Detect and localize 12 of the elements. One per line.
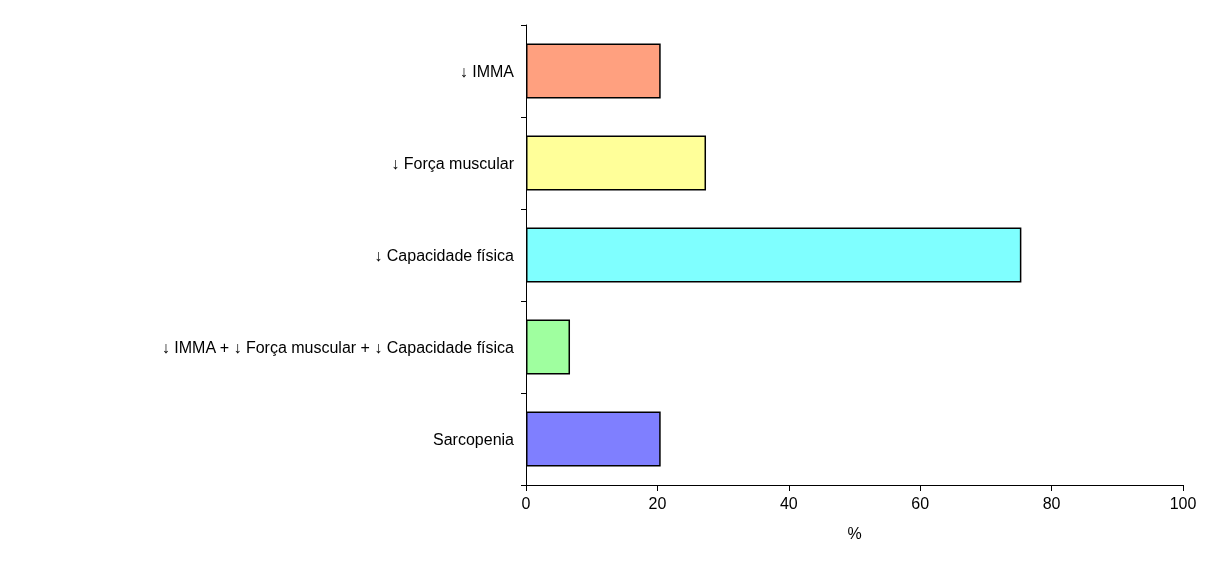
x-tick-label: 60 [911,494,930,512]
x-tick-label: 20 [648,494,667,512]
y-tick-label: ↓ IMMA + ↓ Força muscular + ↓ Capacidade física [161,338,515,356]
y-tick-label: Sarcopenia [433,430,515,448]
x-tick-label: 80 [1042,494,1061,512]
x-tick-label: 100 [1169,494,1197,512]
y-tick-label: ↓ Capacidade física [374,246,515,264]
y-tick-label: ↓ IMMA [459,62,515,80]
x-tick-label: 0 [521,494,531,512]
y-tick-label: ↓ Força muscular [391,154,515,172]
x-tick-label: 40 [779,494,798,512]
x-axis-title: % [847,524,862,542]
